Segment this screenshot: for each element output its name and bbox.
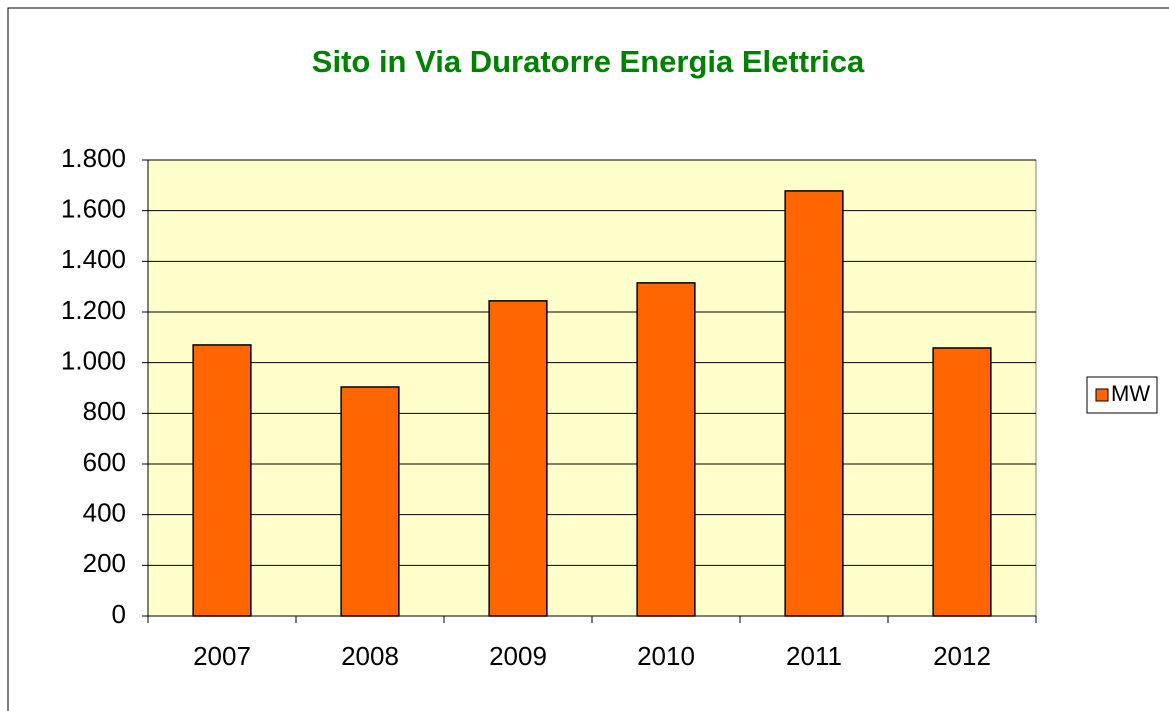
y-tick-label: 0	[112, 599, 126, 629]
y-tick-label: 1.600	[61, 194, 126, 224]
x-tick-label: 2010	[637, 641, 695, 671]
legend-label: MW	[1111, 381, 1150, 406]
plot-area	[147, 159, 1037, 617]
bar	[784, 190, 844, 617]
chart-title: Sito in Via Duratorre Energia Elettrica	[312, 44, 865, 79]
y-tick-label: 800	[83, 396, 126, 426]
bar	[932, 347, 992, 617]
y-tick-label: 1.400	[61, 244, 126, 274]
bar	[636, 282, 696, 617]
x-tick-label: 2009	[489, 641, 547, 671]
y-tick-label: 600	[83, 447, 126, 477]
legend-swatch	[1095, 388, 1109, 402]
bar	[340, 386, 400, 617]
x-tick-label: 2007	[193, 641, 251, 671]
x-tick-label: 2012	[933, 641, 991, 671]
bar	[192, 344, 252, 617]
bar	[488, 300, 548, 617]
x-tick-label: 2011	[786, 641, 842, 671]
x-tick-label: 2008	[341, 641, 399, 671]
y-tick-label: 1.200	[61, 295, 126, 325]
y-tick-label: 200	[83, 548, 126, 578]
y-tick-label: 1.000	[61, 346, 126, 376]
y-tick-label: 400	[83, 498, 126, 528]
y-tick-label: 1.800	[61, 143, 126, 173]
